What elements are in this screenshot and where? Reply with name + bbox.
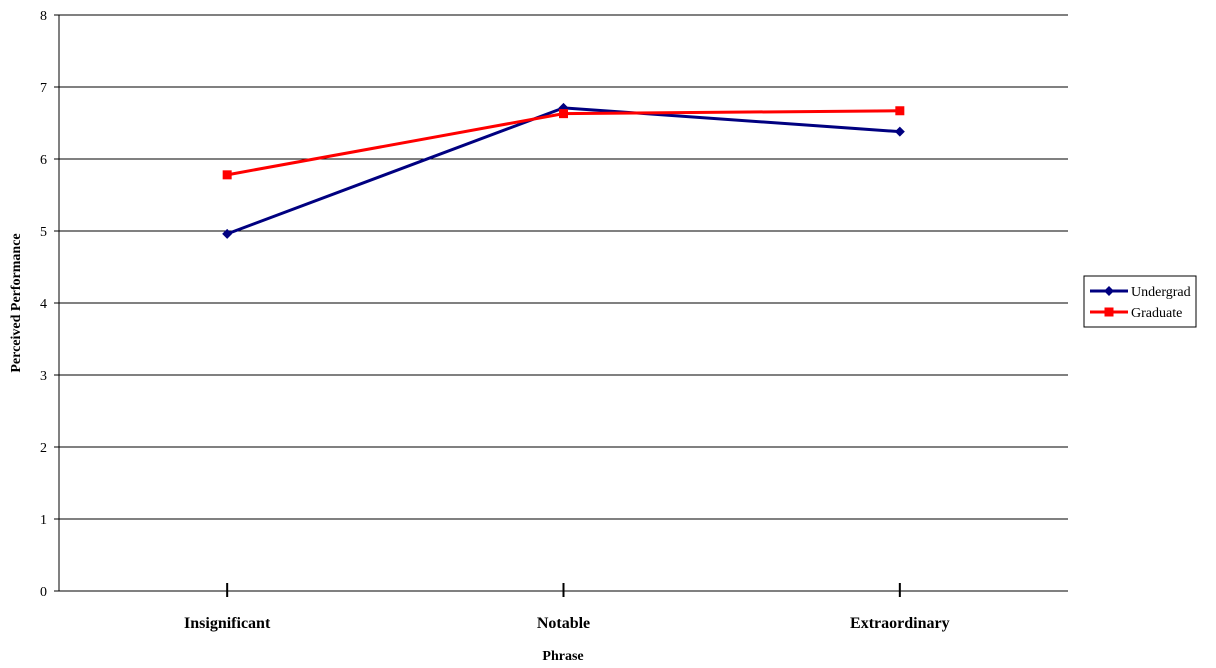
y-tick-label: 5 <box>40 225 47 240</box>
x-tick-label: Notable <box>537 615 590 632</box>
y-tick-label: 8 <box>40 9 47 24</box>
data-point <box>894 126 905 137</box>
legend-item-undergrad: Undergrad <box>1090 285 1191 300</box>
data-point <box>222 228 233 239</box>
legend-marker <box>1104 307 1114 317</box>
legend-label: Graduate <box>1131 306 1182 321</box>
series-undergrad <box>222 102 905 239</box>
legend-label: Undergrad <box>1131 285 1191 300</box>
data-point <box>895 106 905 116</box>
legend-item-graduate: Graduate <box>1090 306 1182 321</box>
y-tick-label: 4 <box>40 297 47 312</box>
gridlines <box>59 14 1068 520</box>
legend-marker <box>1104 286 1114 296</box>
y-axis-ticks: 0 1 2 3 4 5 6 7 8 <box>40 9 59 600</box>
y-tick-label: 2 <box>40 441 47 456</box>
series-graduate <box>222 106 905 180</box>
data-point <box>222 170 232 180</box>
x-axis: Insignificant Notable Extraordinary <box>58 15 1068 632</box>
x-axis-title: Phrase <box>542 649 583 664</box>
data-point <box>559 109 568 119</box>
y-tick-label: 1 <box>40 513 47 528</box>
legend: Undergrad Graduate <box>1083 275 1197 328</box>
y-tick-label: 3 <box>40 369 47 384</box>
y-tick-label: 6 <box>40 153 47 168</box>
y-tick-label: 0 <box>40 585 47 600</box>
legend-box <box>1083 275 1197 328</box>
x-tick-label: Extraordinary <box>850 615 950 632</box>
y-axis-title: Perceived Performance <box>9 233 24 372</box>
x-tick-label: Insignificant <box>184 615 271 632</box>
y-tick-label: 7 <box>40 81 47 96</box>
series-group <box>222 102 905 239</box>
